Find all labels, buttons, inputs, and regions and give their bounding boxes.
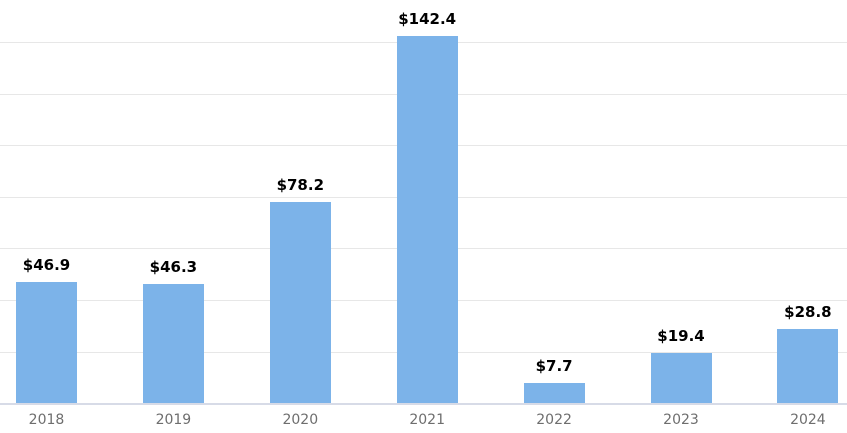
x-tick-label-2023: 2023 bbox=[663, 412, 699, 428]
x-axis-line bbox=[0, 403, 847, 405]
bar-2024[interactable] bbox=[777, 328, 839, 403]
value-label-2018: $46.9 bbox=[22, 256, 71, 275]
value-label-2019: $46.3 bbox=[149, 257, 198, 276]
value-label-2023: $19.4 bbox=[657, 327, 705, 345]
bar-2023[interactable] bbox=[650, 353, 712, 403]
value-label-2022: $7.7 bbox=[535, 357, 573, 376]
bar-2018[interactable] bbox=[16, 282, 77, 403]
value-label-2021: $142.4 bbox=[398, 10, 457, 29]
value-label-2020: $78.2 bbox=[276, 175, 325, 194]
x-tick-label-2021: 2021 bbox=[409, 412, 445, 428]
bar-2021[interactable] bbox=[396, 36, 458, 403]
x-tick-label-2020: 2020 bbox=[282, 412, 319, 428]
x-tick-label-2024: 2024 bbox=[790, 412, 826, 428]
x-tick-label-2022: 2022 bbox=[536, 412, 572, 428]
value-label-2024: $28.8 bbox=[784, 302, 832, 321]
bar-2022[interactable] bbox=[523, 383, 585, 403]
x-tick-label-2019: 2019 bbox=[155, 412, 192, 428]
x-tick-label-2018: 2018 bbox=[28, 412, 65, 428]
bar-2019[interactable] bbox=[142, 283, 204, 403]
bar-2020[interactable] bbox=[269, 201, 331, 403]
